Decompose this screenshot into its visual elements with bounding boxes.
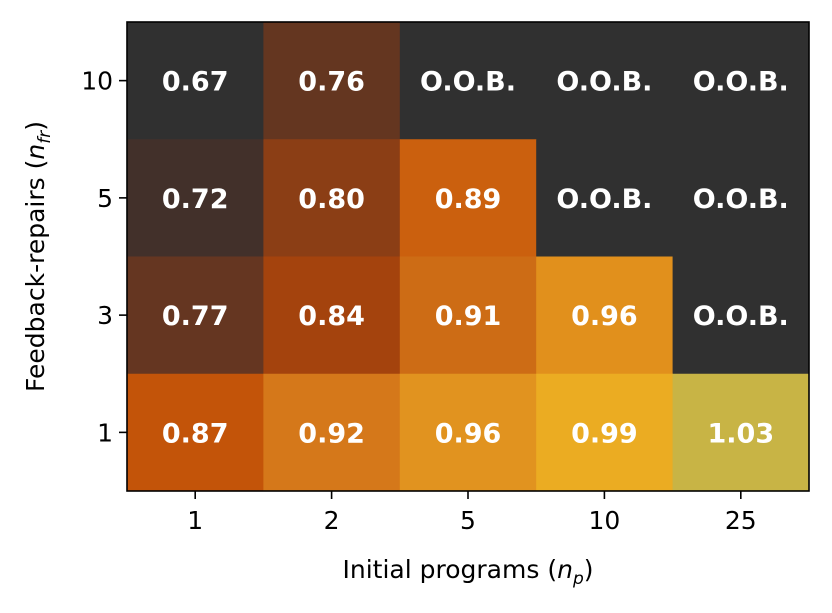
cell-value-label: 0.92 [298,418,365,449]
heatmap-cell [399,139,537,257]
cell-value-label: 0.80 [298,184,365,215]
heatmap-cell [263,256,401,375]
cell-value-label: 0.96 [435,418,502,449]
cell-value-label: O.O.B. [420,67,516,98]
heatmap-cell [536,22,674,140]
cell-value-label: O.O.B. [556,67,652,98]
heatmap-cell [263,373,401,492]
heatmap-cell [399,22,537,140]
y-axis-label: Feedback-repairs (nfr) [21,121,55,392]
heatmap-cells: 0.67 0.76 O.O.B. O.O.B. O.O.B. 0.72 0.80 0.89 O.… [127,22,810,492]
cell-value-label: 0.99 [571,418,638,449]
y-tick-label: 1 [97,418,113,447]
x-tick-label: 1 [187,506,203,535]
x-tick-label: 2 [324,506,340,535]
y-tick-label: 10 [81,67,113,96]
cell-value-label: 0.67 [162,67,229,98]
cell-value-label: O.O.B. [693,184,789,215]
y-tick-label: 5 [97,184,113,213]
cell-value-label: 0.72 [162,184,229,215]
heatmap-cell [672,256,810,375]
cell-value-label: 0.91 [435,301,502,332]
x-tick-label: 25 [725,506,757,535]
cell-value-label: O.O.B. [693,301,789,332]
x-tick-label: 5 [460,506,476,535]
x-tick-label: 10 [588,506,620,535]
heatmap-cell [536,373,674,492]
heatmap-cell [672,139,810,257]
heatmap-cell [399,373,537,492]
cell-value-label: 0.76 [298,67,365,98]
cell-value-label: 0.89 [435,184,502,215]
heatmap-cell [263,22,401,140]
cell-value-label: O.O.B. [556,184,652,215]
cell-value-label: 0.87 [162,418,229,449]
x-axis-label: Initial programs (np) [342,555,593,589]
heatmap-cell [127,373,264,492]
heatmap-cell [399,256,537,375]
cell-value-label: O.O.B. [693,67,789,98]
heatmap-cell [536,139,674,257]
heatmap-cell [536,256,674,375]
cell-value-label: 1.03 [707,418,774,449]
heatmap-cell [127,139,264,257]
heatmap-cell [672,373,810,492]
y-tick-label: 3 [97,301,113,330]
heatmap-cell [672,22,810,140]
heatmap-cell [127,22,264,140]
heatmap-cell [127,256,264,375]
cell-value-label: 0.77 [162,301,229,332]
cell-value-label: 0.96 [571,301,638,332]
heatmap-cell [263,139,401,257]
cell-value-label: 0.84 [298,301,365,332]
